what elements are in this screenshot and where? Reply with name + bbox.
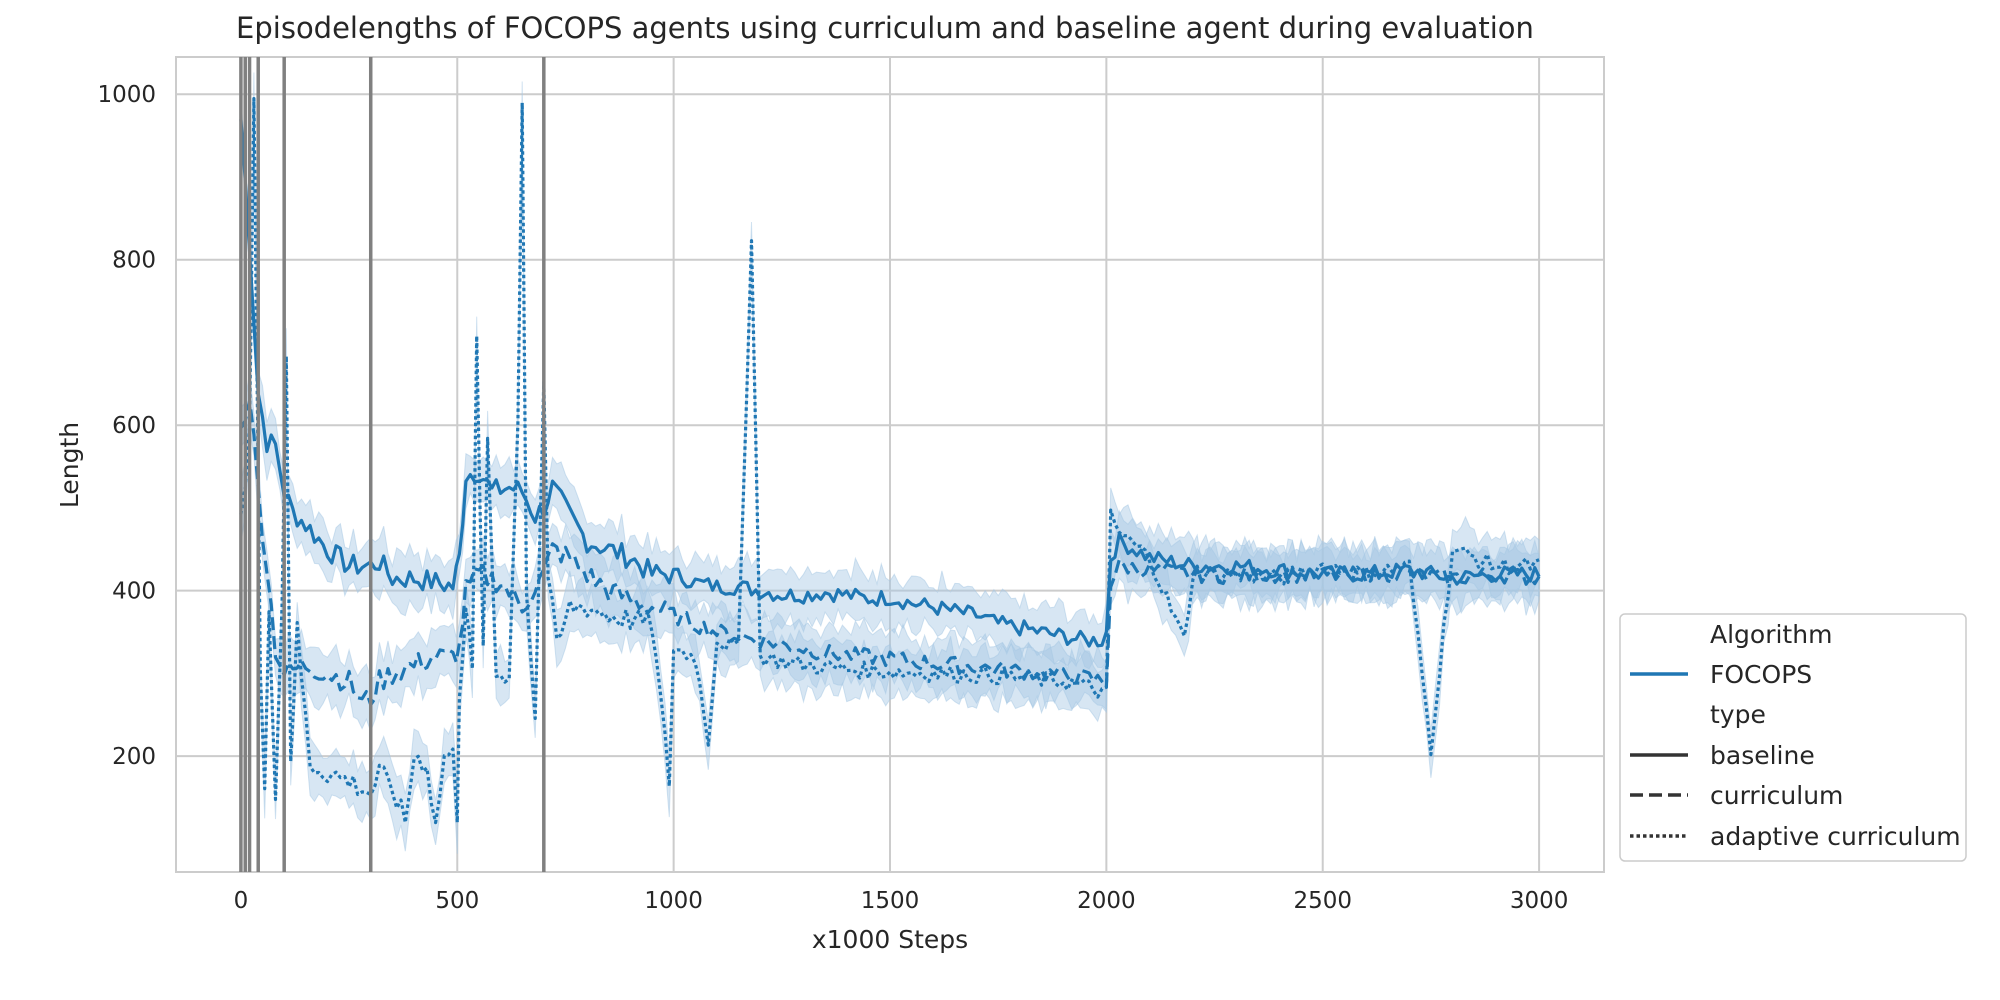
legend-label-curriculum: curriculum bbox=[1710, 781, 1843, 810]
x-tick-label: 2000 bbox=[1077, 888, 1136, 914]
legend-title-type: type bbox=[1710, 700, 1766, 729]
y-tick-label: 400 bbox=[112, 579, 156, 605]
curriculum-switch-lines bbox=[239, 57, 546, 872]
series-line-curriculum bbox=[239, 399, 1541, 707]
series-line-baseline bbox=[239, 119, 1541, 648]
y-tick-label: 1000 bbox=[97, 82, 156, 108]
legend: Algorithm FOCOPS type baseline curriculu… bbox=[1619, 613, 1967, 862]
x-tick-label: 0 bbox=[234, 888, 249, 914]
x-tick-label: 3000 bbox=[1510, 888, 1569, 914]
x-tick-label: 2500 bbox=[1293, 888, 1352, 914]
x-tick-label: 500 bbox=[435, 888, 479, 914]
y-axis-label: Length bbox=[55, 422, 84, 508]
x-tick-label: 1000 bbox=[644, 888, 703, 914]
legend-label-baseline: baseline bbox=[1710, 741, 1815, 770]
x-tick-label: 1500 bbox=[861, 888, 920, 914]
legend-title-algorithm: Algorithm bbox=[1710, 620, 1832, 649]
y-tick-label: 200 bbox=[112, 744, 156, 770]
series-lines bbox=[239, 97, 1541, 825]
y-tick-label: 600 bbox=[112, 413, 156, 439]
y-tick-labels: 200 400 600 800 1000 bbox=[97, 82, 156, 770]
legend-label-focops: FOCOPS bbox=[1710, 660, 1812, 689]
legend-label-adaptive-curriculum: adaptive curriculum bbox=[1710, 822, 1961, 851]
y-tick-label: 800 bbox=[112, 248, 156, 274]
x-tick-labels: 0 500 1000 1500 2000 2500 3000 bbox=[234, 888, 1569, 914]
series-line-adaptive-curriculum bbox=[239, 97, 1540, 825]
legend-box bbox=[1619, 613, 1967, 862]
x-axis-label: x1000 Steps bbox=[812, 925, 968, 954]
chart-title: Episodelengths of FOCOPS agents using cu… bbox=[236, 11, 1534, 45]
